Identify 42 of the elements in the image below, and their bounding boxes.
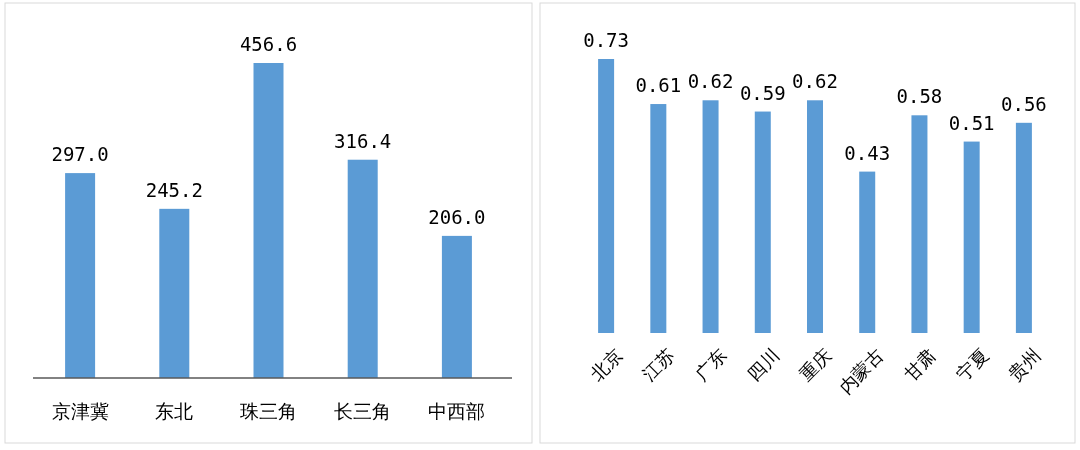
x-tick-label: 重庆	[795, 344, 836, 385]
data-label: 206.0	[428, 205, 486, 228]
bar	[159, 208, 190, 378]
data-label: 245.2	[145, 178, 203, 201]
bar	[807, 100, 823, 333]
x-tick-label: 贵州	[1004, 344, 1045, 385]
x-tick-label: 甘肃	[899, 344, 940, 385]
x-tick-label: 广东	[690, 344, 731, 385]
bar	[598, 59, 615, 333]
data-label: 0.62	[687, 70, 734, 93]
data-label: 0.62	[792, 70, 838, 93]
bar	[441, 235, 472, 378]
x-tick-label: 中西部	[428, 400, 486, 422]
data-label: 0.59	[739, 81, 786, 104]
x-tick-label: 四川	[742, 344, 784, 385]
data-label: 0.61	[635, 74, 682, 97]
x-tick-label: 江苏	[638, 344, 679, 385]
x-tick-label: 长三角	[334, 400, 392, 422]
bar	[253, 63, 284, 378]
bar	[754, 111, 771, 333]
data-label: 456.6	[239, 33, 298, 55]
data-label: 0.58	[896, 85, 943, 108]
bar	[963, 141, 980, 333]
bar	[702, 100, 719, 333]
x-tick-label: 东北	[155, 400, 194, 422]
bar	[911, 115, 928, 333]
x-tick-label: 内蒙古	[834, 344, 888, 398]
data-label: 297.0	[51, 143, 109, 166]
data-label: 0.51	[948, 111, 995, 134]
x-tick-label: 北京	[586, 344, 627, 385]
data-label: 0.43	[844, 141, 891, 164]
x-tick-label: 宁夏	[951, 344, 993, 385]
bar	[1015, 122, 1032, 333]
data-label: 0.56	[1001, 92, 1047, 115]
bar	[65, 173, 96, 378]
bar	[650, 104, 667, 333]
bar	[859, 171, 876, 333]
bar	[347, 159, 378, 378]
data-label: 0.73	[583, 29, 629, 51]
data-label: 316.4	[334, 129, 392, 152]
x-tick-label: 珠三角	[240, 400, 297, 422]
x-tick-label: 京津冀	[51, 400, 109, 422]
